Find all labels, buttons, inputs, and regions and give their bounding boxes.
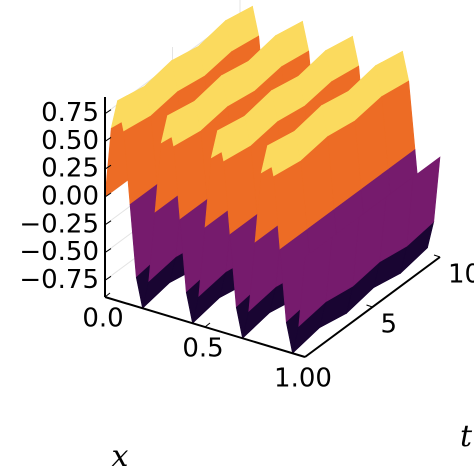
z-tick-label: −0.25 bbox=[19, 209, 99, 239]
surface-patch bbox=[298, 236, 333, 327]
x-tick bbox=[204, 322, 211, 328]
axes: −0.75−0.50−0.250.000.250.500.75 0.0 0.5 1.0… bbox=[19, 97, 474, 394]
x-tick-label: 1.00 bbox=[274, 364, 332, 394]
x-tick bbox=[104, 292, 111, 298]
t-tick-label: 5 bbox=[381, 310, 398, 340]
t-axis-label: t bbox=[460, 419, 473, 454]
z-tick bbox=[104, 248, 112, 253]
z-tick-label: 0.75 bbox=[41, 98, 99, 128]
z-tick-label: −0.50 bbox=[19, 237, 99, 267]
x-tick bbox=[304, 352, 311, 358]
z-tick-label: 0.00 bbox=[41, 182, 99, 212]
t-tick-label: 10 bbox=[448, 260, 474, 290]
x-tick-label: 0.0 bbox=[82, 304, 123, 334]
z-tick-label: 0.25 bbox=[41, 154, 99, 184]
z-tick-label: 0.50 bbox=[41, 126, 99, 156]
z-tick bbox=[104, 275, 112, 281]
z-tick bbox=[104, 192, 112, 198]
z-tick-label: −0.75 bbox=[19, 265, 99, 295]
x-axis-label: x bbox=[112, 439, 129, 474]
x-tick-label: 0.5 bbox=[182, 334, 223, 364]
z-tick bbox=[104, 164, 112, 170]
z-tick bbox=[104, 137, 112, 142]
t-tick bbox=[433, 254, 441, 258]
t-tick bbox=[366, 304, 373, 308]
z-tick bbox=[104, 220, 112, 226]
z-tick bbox=[104, 109, 112, 115]
surface bbox=[104, 5, 441, 355]
